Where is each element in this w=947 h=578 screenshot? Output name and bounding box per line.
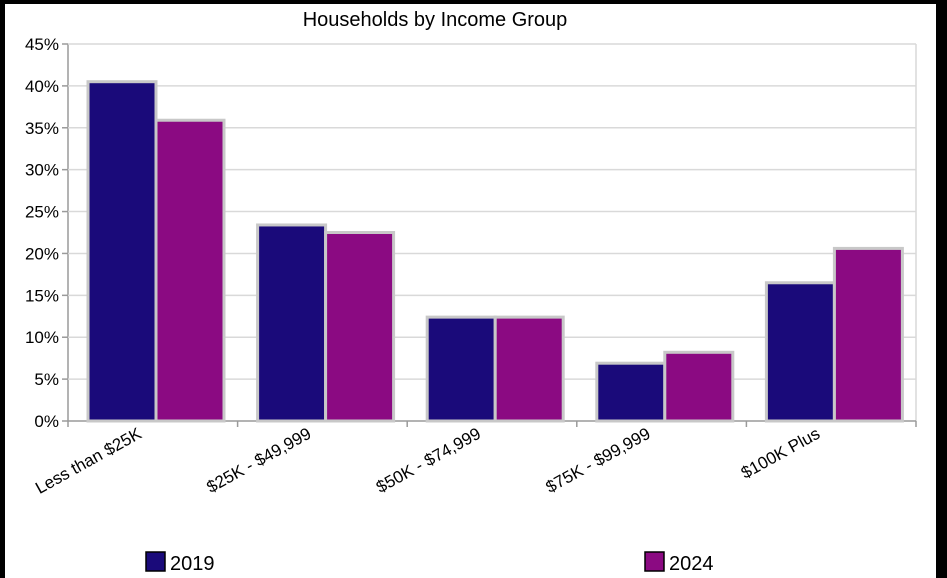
y-tick-label: 15% [25, 286, 59, 305]
bar-2019-1 [256, 223, 328, 423]
y-tick-label: 25% [25, 203, 59, 222]
category-label: $50K - $74,999 [373, 424, 484, 497]
y-tick-label: 0% [34, 412, 59, 431]
y-tick-label: 5% [34, 370, 59, 389]
chart-title: Households by Income Group [303, 9, 568, 31]
y-tick-label: 40% [25, 77, 59, 96]
y-tick-label: 30% [25, 161, 59, 180]
legend-swatch-2024 [644, 551, 665, 572]
y-tick-label: 35% [25, 119, 59, 138]
legend: 2019 2024 [145, 551, 714, 575]
legend-label-2019: 2019 [170, 553, 215, 575]
category-label: $75K - $99,999 [543, 424, 654, 497]
bar-2024-4 [832, 246, 904, 423]
y-tick-label: 45% [25, 35, 59, 54]
bar-2019-2 [425, 315, 497, 423]
legend-swatch-2019 [145, 551, 166, 572]
bar-2024-3 [663, 350, 735, 423]
bars [86, 80, 904, 423]
y-tick-label: 10% [25, 328, 59, 347]
category-label: $100K Plus [738, 424, 823, 483]
x-axis: Less than $25K $25K - $49,999 $50K - $74,9… [32, 421, 917, 498]
bar-2024-0 [154, 118, 226, 423]
bar-2019-3 [595, 361, 667, 423]
bar-2019-4 [764, 281, 836, 423]
y-tick-label: 20% [25, 244, 59, 263]
category-label: $25K - $49,999 [203, 424, 314, 497]
bar-2024-2 [493, 315, 565, 423]
bar-2024-1 [324, 231, 396, 423]
category-label: Less than $25K [32, 424, 145, 498]
y-axis: 0% 5% 10% 15% 20% 25% 30% 35% 40% 45% [25, 35, 68, 431]
legend-label-2024: 2024 [669, 553, 714, 575]
bar-2019-0 [86, 80, 158, 423]
